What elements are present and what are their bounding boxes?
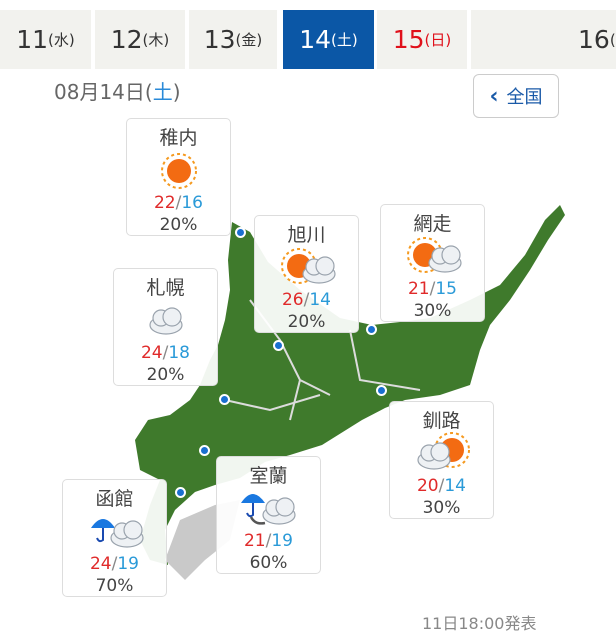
location-dot[interactable] [376,385,387,396]
high-temp: 24 [140,343,163,363]
city-name: 網走 [413,213,452,235]
city-name: 稚内 [159,127,198,149]
low-temp: 14 [309,290,331,310]
nationwide-button[interactable]: ‹ 全国 [473,74,559,118]
tab-dow: (金) [235,31,263,49]
high-temp: 21 [243,531,266,551]
location-dot[interactable] [366,324,377,335]
tab-11[interactable]: 11 (水) [0,10,91,69]
city-card[interactable]: 函館 24/19 70% [62,479,167,597]
city-card[interactable]: 室蘭 21/19 60% [216,456,321,574]
precip-chance: 20% [146,365,185,385]
city-name: 旭川 [287,224,326,246]
location-dot[interactable] [235,227,246,238]
tab-day: 14 [299,25,332,54]
cloudy-icon [114,299,217,343]
tab-15[interactable]: 15 (日) [377,10,467,69]
temperatures: 22/16 [127,193,230,215]
precip-chance: 30% [413,301,452,321]
city-card[interactable]: 釧路 20/14 30% [389,401,494,519]
separator: / [111,554,118,574]
tab-12[interactable]: 12 (木) [95,10,185,69]
separator: / [265,531,272,551]
low-temp: 19 [271,531,293,551]
precip-chance: 60% [249,553,288,573]
precip-chance: 20% [159,215,198,235]
low-temp: 18 [168,343,190,363]
temperatures: 20/14 [390,476,493,498]
city-name: 室蘭 [249,465,288,487]
city-card[interactable]: 網走 21/15 30% [380,204,485,322]
tab-dow: (日) [424,31,452,49]
nationwide-label: 全国 [506,87,543,108]
separator: / [429,279,436,299]
date-text: 08月14日( [54,80,153,104]
precip-chance: 70% [95,576,134,596]
separator: / [175,193,182,213]
city-name: 札幌 [146,277,185,299]
temperatures: 24/19 [63,554,166,576]
selected-date: 08月14日(土) [54,76,181,105]
tab-16[interactable]: 16( [471,10,616,69]
temperatures: 21/19 [217,531,320,553]
temperatures: 24/18 [114,343,217,365]
location-dot[interactable] [199,445,210,456]
announce-time: 11日18:00発表 [422,614,537,633]
cloudy-then-sunny-icon [390,432,493,476]
date-close: ) [172,80,181,104]
high-temp: 20 [416,476,439,496]
location-dot[interactable] [273,340,284,351]
low-temp: 14 [444,476,466,496]
sunny-then-cloudy-icon [381,235,484,279]
city-card[interactable]: 旭川 26/14 20% [254,215,359,333]
high-temp: 24 [89,554,112,574]
tab-day: 16 [578,25,610,54]
precip-chance: 20% [287,312,326,332]
location-dot[interactable] [219,394,230,405]
high-temp: 22 [153,193,176,213]
rain-then-cloudy-icon [217,487,320,531]
separator: / [438,476,445,496]
subprefecture-borders [224,299,421,421]
chevron-left-icon: ‹ [489,83,499,109]
tab-day: 13 [203,25,236,54]
temperatures: 26/14 [255,290,358,312]
city-card[interactable]: 稚内 22/16 20% [126,118,231,236]
tab-dow: (土) [331,31,358,49]
location-dot[interactable] [175,487,186,498]
separator: / [162,343,169,363]
tab-day: 15 [392,25,425,54]
city-name: 函館 [95,488,134,510]
tab-dow: ( [609,30,616,49]
tab-13[interactable]: 13 (金) [189,10,277,69]
rain-and-cloudy-icon [63,510,166,554]
high-temp: 21 [407,279,430,299]
date-weekday: 土 [152,80,173,104]
tab-14[interactable]: 14 (土) [283,10,374,69]
date-tabs: 11 (水) 12 (木) 13 (金) 14 (土) 15 (日) 16( [0,10,616,69]
sunny-then-cloudy-icon [255,246,358,290]
city-card[interactable]: 札幌 24/18 20% [113,268,218,386]
low-temp: 15 [435,279,457,299]
temperatures: 21/15 [381,279,484,301]
low-temp: 16 [181,193,203,213]
sunny-icon [127,149,230,193]
low-temp: 19 [117,554,139,574]
precip-chance: 30% [422,498,461,518]
tab-dow: (木) [142,31,170,49]
high-temp: 26 [281,290,304,310]
tab-day: 12 [110,25,143,54]
city-name: 釧路 [422,410,461,432]
tab-dow: (水) [48,31,75,49]
separator: / [303,290,310,310]
tab-day: 11 [16,25,49,54]
